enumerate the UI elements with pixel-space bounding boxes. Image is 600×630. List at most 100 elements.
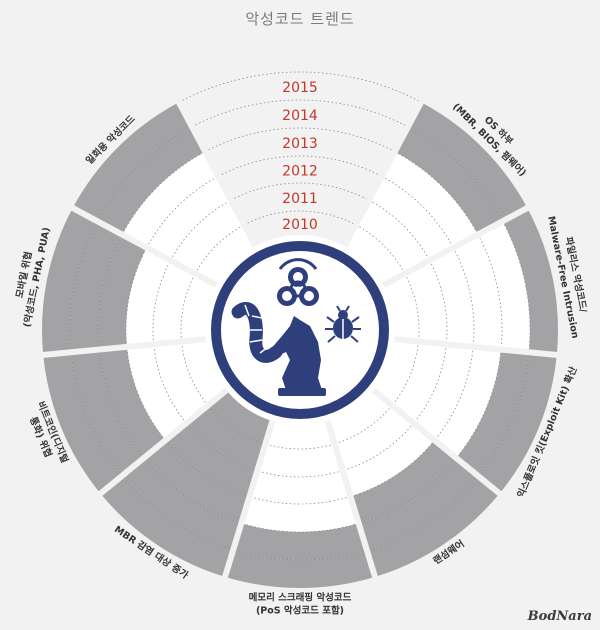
ring-separator [218, 155, 382, 177]
sector-band-memory-2013 [241, 496, 359, 532]
sector-band-ransomware-2010 [327, 390, 393, 444]
sector-band-exploit-2013 [434, 346, 502, 459]
ring-separator [413, 344, 447, 424]
ring-separator [165, 440, 250, 497]
sector-band-mobile-2014 [70, 221, 123, 353]
ring-separator [265, 443, 335, 450]
bug-icon [325, 305, 361, 343]
ring-separator [434, 346, 474, 441]
ring-separator [204, 127, 396, 152]
year-rings [42, 71, 558, 588]
sector-band-mobile-2010 [181, 273, 217, 342]
ring-separator [178, 71, 422, 103]
year-label-2014: 2014 [282, 108, 318, 124]
ring-separator [97, 234, 123, 350]
sector-band-memory-2010 [265, 420, 335, 449]
sector-band-oneshot-2011 [170, 200, 245, 274]
sector-band-memory-2011 [257, 443, 343, 477]
sector-band-exploit-2015 [477, 352, 557, 494]
year-label-bg [270, 189, 330, 206]
sector-band-ransomware-2012 [342, 423, 435, 497]
year-label-2013: 2013 [282, 136, 318, 152]
year-label-2012: 2012 [282, 164, 318, 180]
sector-divider [221, 420, 276, 580]
ring-separator [355, 224, 406, 274]
ring-separator [404, 273, 420, 342]
ring-separator [429, 260, 448, 345]
page-title: 악성코드 트렌드 [245, 10, 355, 28]
ring-separator [121, 151, 206, 235]
sector-band-mobile-2012 [126, 247, 171, 347]
sector-band-bitcoin-2010 [181, 339, 227, 406]
sector-band-fileless-2014 [477, 221, 530, 353]
sector-label-memory: (PoS 악성코드 포함) [256, 605, 344, 617]
ring-separator [342, 422, 415, 472]
sector-band-oneshot-2015 [72, 102, 193, 222]
sector-band-fileless-2010 [383, 273, 419, 342]
sector-band-os-2015 [407, 102, 528, 222]
sector-band-ransomware-2015 [366, 475, 500, 577]
ring-separator [394, 151, 479, 235]
sector-divider [394, 336, 560, 359]
watermark: BodNara [527, 609, 592, 624]
ring-separator [125, 247, 148, 347]
sector-divider [40, 336, 206, 359]
sector-band-ransomware-2011 [334, 405, 414, 471]
ring-separator [358, 457, 457, 524]
sector-band-ransomware-2014 [358, 458, 478, 551]
sector-divider [96, 387, 229, 498]
sector-band-fileless-2012 [429, 247, 474, 347]
sector-band-bitcoin-2011 [153, 341, 208, 424]
sector-band-exploit-2014 [456, 349, 529, 476]
ring-separator [477, 352, 530, 477]
ring-separator [180, 273, 196, 342]
sector-band-mbr-2013 [143, 440, 250, 524]
ring-separator [181, 341, 209, 406]
sector-band-mbr-2011 [186, 405, 266, 471]
ring-separator [241, 522, 359, 533]
ring-separator [146, 176, 219, 248]
ring-separator [152, 260, 171, 345]
year-label-2015: 2015 [282, 80, 318, 96]
sector-band-fileless-2011 [404, 260, 447, 345]
sector-band-mbr-2015 [100, 475, 234, 577]
ring-separator [350, 440, 435, 497]
ring-separator [126, 346, 166, 441]
year-label-bg [270, 78, 330, 95]
sector-band-os-2012 [369, 176, 454, 261]
sector-divider [371, 387, 504, 498]
sector-band-bitcoin-2012 [126, 344, 187, 441]
sector-band-ransomware-2013 [350, 440, 457, 524]
sector-band-os-2013 [381, 151, 478, 248]
ring-separator [334, 405, 393, 445]
sector-divider [69, 204, 218, 288]
sector-band-oneshot-2012 [146, 176, 231, 261]
ring-separator [70, 352, 123, 477]
ring-separator [153, 344, 187, 424]
sector-band-oneshot-2014 [97, 126, 206, 235]
ring-separator [207, 405, 266, 445]
sector-band-oneshot-2010 [195, 224, 256, 286]
ring-separator [143, 457, 242, 524]
sector-band-mobile-2013 [98, 234, 147, 350]
sector-band-mobile-2015 [42, 207, 98, 355]
sector-band-bitcoin-2013 [98, 346, 166, 459]
year-label-bg [270, 161, 330, 179]
sector-band-mobile-2011 [153, 260, 196, 345]
sector-band-exploit-2010 [373, 339, 419, 406]
ring-separator [477, 234, 503, 350]
sector-band-memory-2012 [249, 470, 351, 505]
worm-icon [231, 302, 283, 363]
ring-separator [98, 349, 145, 459]
sector-band-mbr-2012 [165, 423, 258, 497]
sector-band-exploit-2011 [392, 341, 447, 424]
sector-band-memory-2015 [225, 550, 375, 588]
sector-band-mbr-2010 [207, 390, 273, 444]
sector-band-bitcoin-2014 [71, 349, 144, 476]
year-label-2011: 2011 [282, 191, 318, 207]
sector-band-os-2014 [394, 126, 503, 235]
sector-band-exploit-2012 [413, 344, 474, 441]
sector-divider [382, 204, 531, 288]
center-ring [211, 241, 389, 419]
